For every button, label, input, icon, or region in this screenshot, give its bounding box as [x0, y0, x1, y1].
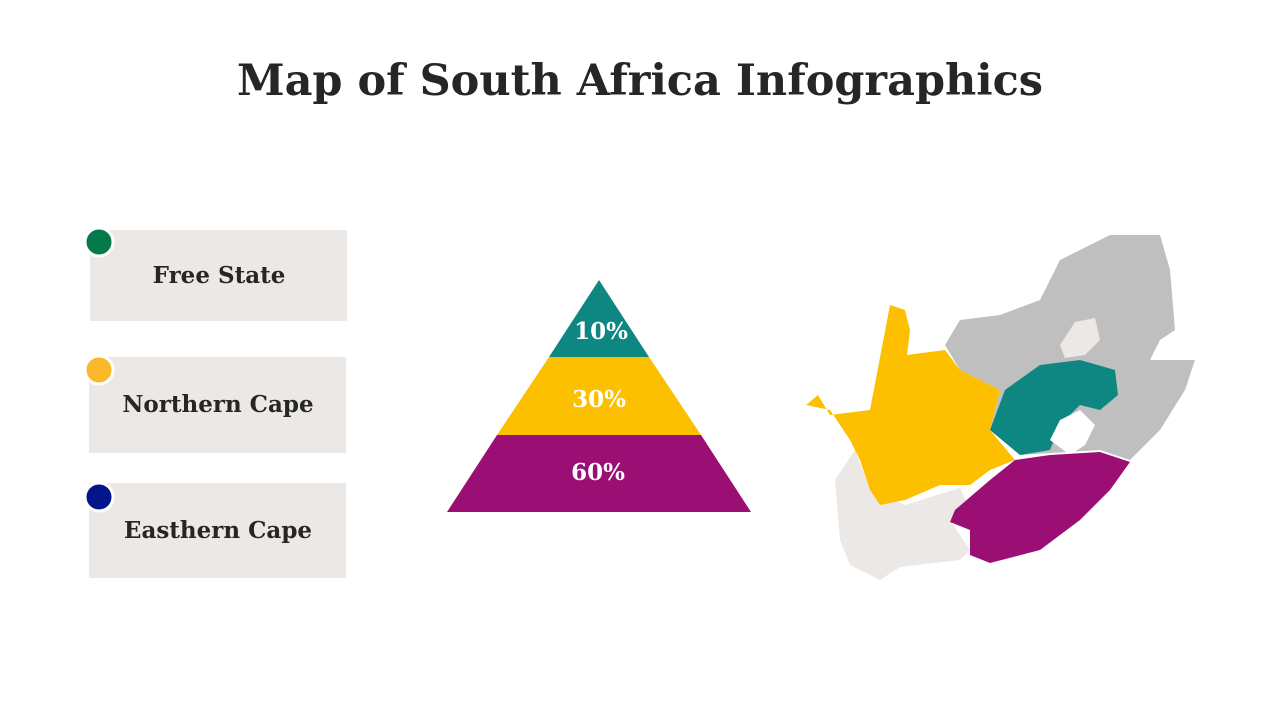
legend-dot [83, 481, 115, 513]
slide-title: Map of South Africa Infographics [237, 56, 1043, 106]
legend-box [89, 357, 346, 453]
pyramid-label: 10% [574, 318, 628, 345]
pyramid-label: 60% [571, 459, 625, 486]
map-region [835, 450, 970, 580]
map-region [990, 360, 1118, 455]
map [806, 235, 1195, 580]
map-region [1060, 318, 1100, 358]
legend-label: Northern Cape [122, 391, 313, 418]
legend-dot [83, 354, 115, 386]
pyramid-level [447, 435, 751, 512]
map-region [806, 305, 1015, 505]
pyramid-level [549, 280, 649, 357]
pyramid-label: 30% [572, 386, 626, 413]
legend-label: Easthern Cape [124, 517, 312, 544]
legend-label: Free State [153, 262, 286, 289]
legend-dot [83, 226, 115, 258]
map-region [1050, 410, 1095, 455]
legend-box [89, 483, 346, 578]
map-region [950, 452, 1130, 563]
legend-box [90, 230, 347, 321]
pyramid-level [497, 357, 701, 435]
